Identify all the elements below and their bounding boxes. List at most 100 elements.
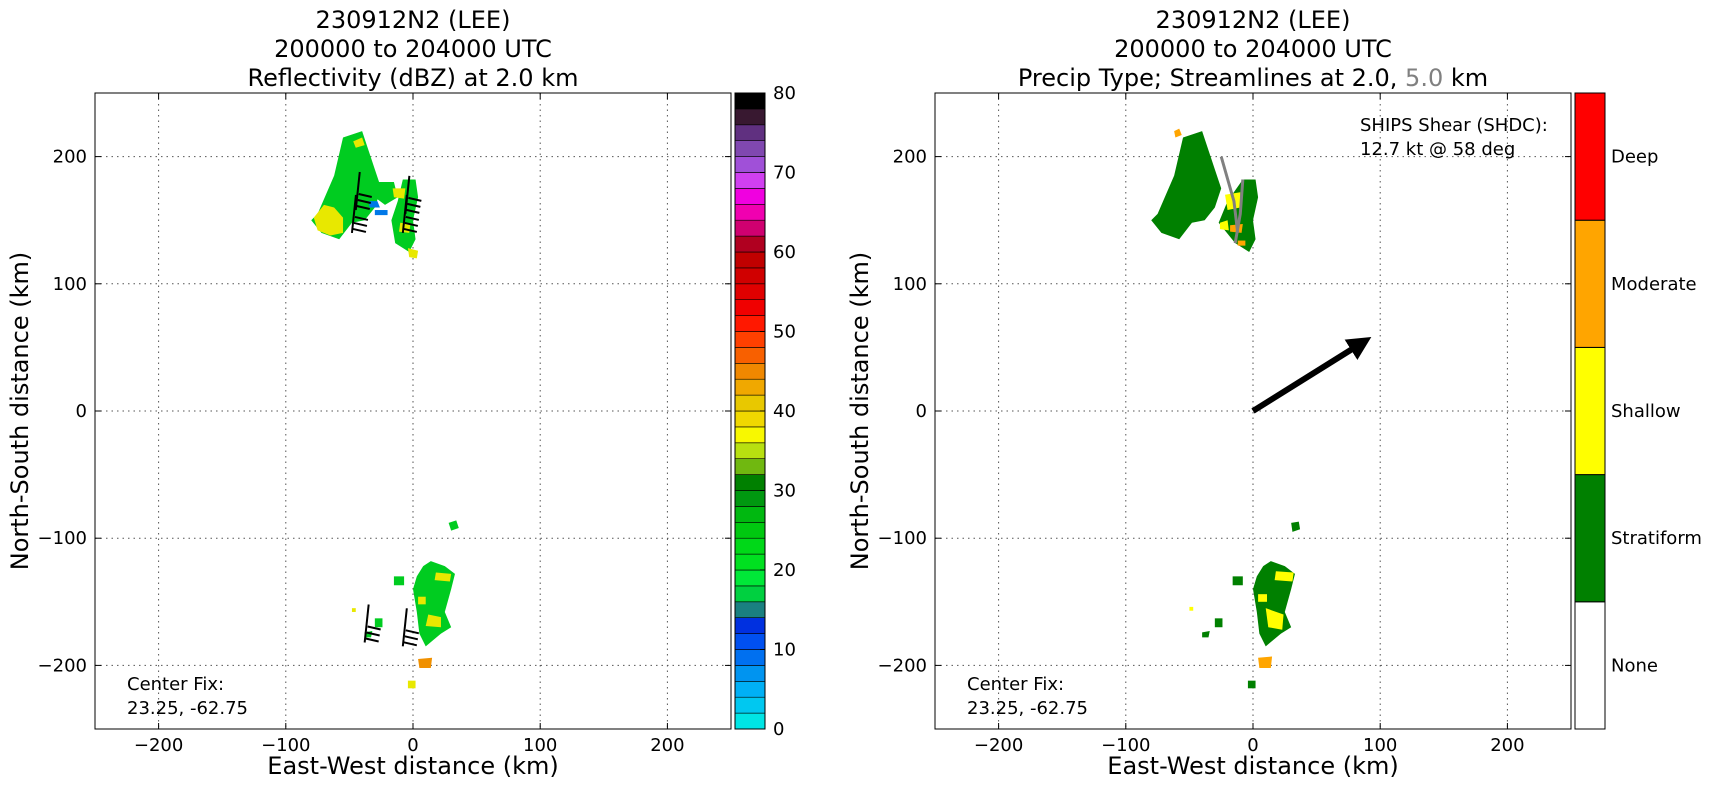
- colorbar-segment: [734, 251, 766, 269]
- colorbar-segment: [734, 442, 766, 459]
- precip-region-stratiform: [1151, 131, 1222, 240]
- precip-region-shallow: [1189, 606, 1194, 611]
- x-tick-label: −100: [261, 735, 310, 756]
- wind-barb: [401, 194, 420, 234]
- echo-region-blue: [368, 201, 380, 208]
- colorbar-segment: [734, 378, 766, 396]
- colorbar-tick-label: 50: [773, 322, 796, 343]
- precip-region-shallow: [1219, 220, 1229, 231]
- category-segment: [1574, 474, 1606, 603]
- left-y-ticks: −200 −100 0 100 200: [38, 147, 731, 676]
- x-tick-label: 200: [650, 735, 684, 756]
- colorbar-segment: [734, 585, 766, 603]
- x-tick-label: 100: [523, 735, 557, 756]
- wind-barb: [350, 194, 369, 234]
- colorbar-segment: [734, 712, 766, 730]
- colorbar-segment: [734, 283, 766, 300]
- precip-region-stratiform: [1232, 576, 1243, 586]
- colorbar-segment: [734, 204, 766, 221]
- echo-region-yellow: [425, 614, 441, 628]
- category-label: Stratiform: [1611, 528, 1702, 549]
- shear-label: SHIPS Shear (SHDC):: [1360, 115, 1548, 136]
- category-label: None: [1611, 655, 1658, 676]
- colorbar-segment: [734, 553, 766, 571]
- right-x-axis-label: East-West distance (km): [1107, 752, 1398, 780]
- precip-type-colorbar-segments: [1574, 92, 1606, 730]
- echo-region-yellow: [392, 188, 406, 199]
- colorbar-tick-label: 0: [773, 719, 784, 740]
- wind-barb: [354, 171, 372, 211]
- colorbar-segment: [734, 537, 766, 555]
- colorbar-segment: [734, 315, 766, 332]
- echo-region-yellow: [313, 204, 344, 236]
- right-gridlines: [935, 93, 1571, 729]
- left-wind-barbs: [350, 171, 422, 647]
- right-y-ticks: −200 −100 0 100 200: [878, 147, 1571, 676]
- colorbar-segment: [734, 267, 766, 285]
- echo-region-orange: [418, 657, 433, 668]
- right-center-fix-label: Center Fix:: [967, 674, 1064, 695]
- right-x-ticks: −200 −100 0 100 200: [974, 93, 1525, 756]
- colorbar-segment: [734, 410, 766, 428]
- precip-region-stratiform: [1291, 521, 1301, 532]
- colorbar-segment: [734, 649, 766, 666]
- category-segment: [1574, 601, 1606, 730]
- right-center-fix-value: 23.25, -62.75: [967, 698, 1088, 719]
- echo-region-green: [374, 182, 398, 205]
- left-x-ticks: −200 −100 0 100 200: [134, 93, 685, 756]
- x-tick-label: −100: [1101, 735, 1150, 756]
- echo-region-green: [393, 576, 405, 586]
- precip-region-shallow: [1274, 571, 1294, 582]
- wind-barb: [401, 608, 420, 647]
- x-tick-label: 0: [1247, 735, 1258, 756]
- x-tick-label: −200: [134, 735, 183, 756]
- colorbar-segment: [734, 617, 766, 634]
- colorbar-segment: [734, 172, 766, 189]
- y-tick-label: −100: [38, 528, 87, 549]
- left-center-fix-value: 23.25, -62.75: [127, 698, 248, 719]
- y-tick-label: 100: [893, 274, 927, 295]
- wind-barb: [363, 604, 381, 643]
- precip-region-moderate: [1174, 128, 1182, 138]
- colorbar-segment: [734, 140, 766, 157]
- reflectivity-colorbar-ticks: 0 10 20 30 40 50 60 70 80: [760, 83, 796, 740]
- category-segment: [1574, 346, 1606, 476]
- streamline: [1219, 156, 1240, 234]
- x-tick-label: −200: [974, 735, 1023, 756]
- left-title-line-2: 200000 to 204000 UTC: [274, 35, 552, 63]
- colorbar-segment: [734, 696, 766, 714]
- shear-value: 12.7 kt @ 58 deg: [1360, 139, 1515, 160]
- colorbar-segment: [734, 394, 766, 412]
- colorbar-segment: [734, 235, 766, 253]
- colorbar-segment: [734, 569, 766, 587]
- echo-region-yellow: [351, 608, 356, 612]
- colorbar-tick-label: 20: [773, 560, 796, 581]
- right-y-axis-label: North-South distance (km): [846, 252, 874, 571]
- echo-region-green: [413, 561, 455, 647]
- precip-region-moderate: [1237, 240, 1246, 246]
- echo-region-yellow: [434, 572, 452, 582]
- category-label: Moderate: [1611, 274, 1697, 295]
- right-streamlines: [1219, 156, 1245, 244]
- colorbar-segment: [734, 474, 766, 491]
- colorbar-segment: [734, 601, 766, 618]
- category-label: Deep: [1611, 147, 1658, 168]
- category-segment: [1574, 92, 1606, 221]
- x-tick-label: 0: [407, 735, 418, 756]
- y-tick-label: −200: [878, 655, 927, 676]
- echo-region-green: [374, 618, 383, 628]
- colorbar-segment: [734, 124, 766, 142]
- right-precip-layer: [1151, 128, 1301, 689]
- colorbar-segment: [734, 665, 766, 682]
- colorbar-segment: [734, 108, 766, 126]
- left-x-axis-label: East-West distance (km): [267, 752, 558, 780]
- precip-type-colorbar: None Stratiform Shallow Moderate Deep: [1574, 92, 1702, 730]
- colorbar-segment: [734, 299, 766, 316]
- y-tick-label: 100: [53, 274, 87, 295]
- x-tick-label: 200: [1490, 735, 1524, 756]
- precip-region-stratiform: [1247, 680, 1256, 689]
- left-center-fix-label: Center Fix:: [127, 674, 224, 695]
- y-tick-label: −100: [878, 528, 927, 549]
- right-title-line-3-part-3: km: [1443, 64, 1488, 92]
